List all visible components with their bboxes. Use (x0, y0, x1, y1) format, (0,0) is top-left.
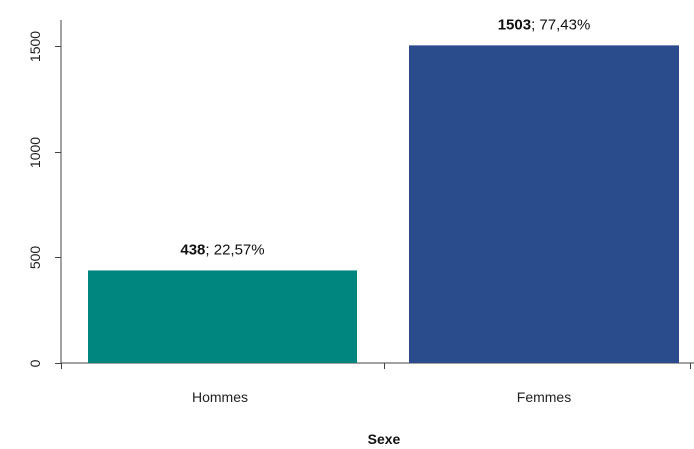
data-label-hommes: 438; 22,57% (180, 241, 264, 258)
y-tick-label-0: 0 (27, 359, 43, 367)
y-tick-label-500: 500 (27, 246, 43, 270)
y-tick-label-1000: 1000 (27, 137, 43, 168)
bar-femmes (409, 45, 679, 364)
labels-layer: Hommes 438; 22,57% Femmes 1503; 77,43% (180, 16, 590, 405)
x-category-label-femmes: Femmes (517, 389, 571, 405)
bars-layer (88, 45, 679, 364)
data-label-femmes: 1503; 77,43% (498, 16, 591, 33)
bar-hommes (88, 270, 357, 363)
x-axis-title: Sexe (368, 431, 401, 447)
x-category-label-hommes: Hommes (192, 389, 248, 405)
y-tick-label-1500: 1500 (27, 31, 43, 62)
